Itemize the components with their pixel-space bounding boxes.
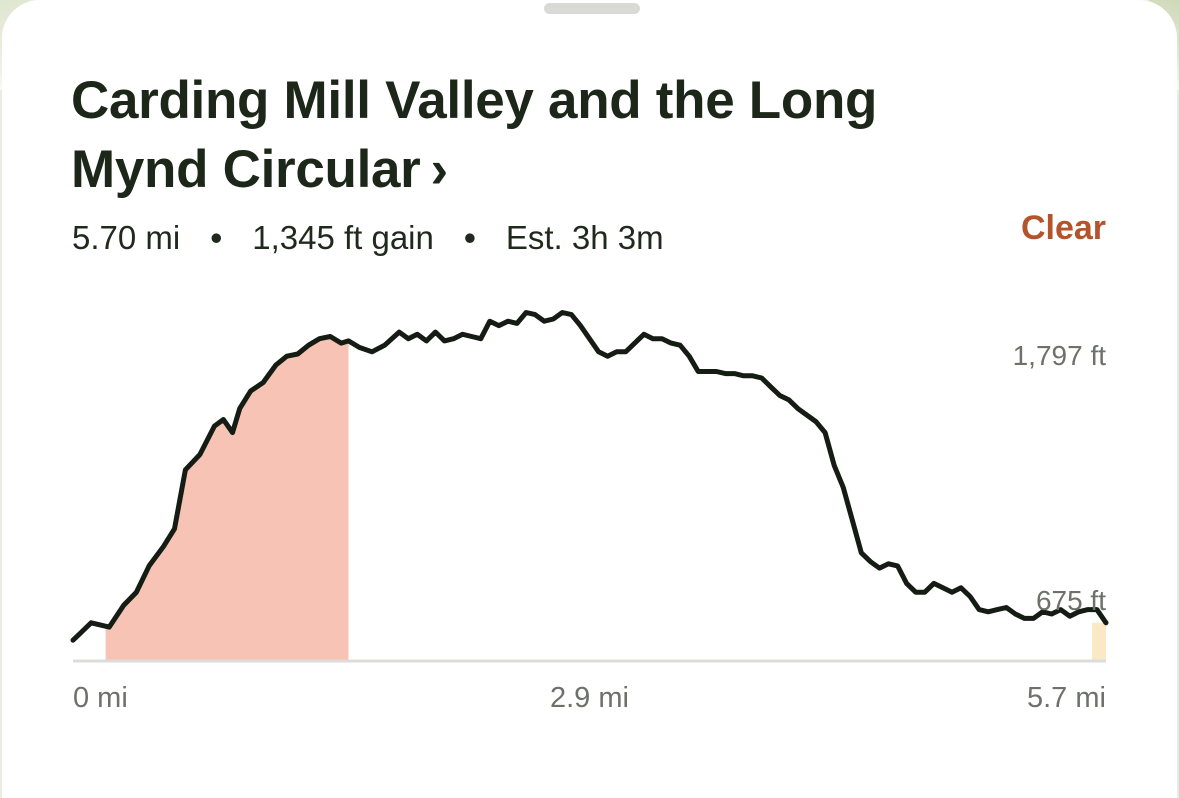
sheet-drag-handle[interactable]	[544, 3, 640, 14]
end-position-marker	[1092, 622, 1106, 661]
chevron-right-icon: ›	[430, 140, 449, 199]
x-tick-label: 0 mi	[73, 682, 128, 714]
clear-button[interactable]: Clear	[1020, 209, 1106, 247]
trail-title-link[interactable]: Carding Mill Valley and the Long Mynd Ci…	[71, 66, 971, 204]
stat-separator: •	[210, 219, 222, 256]
elevation-line	[70, 310, 1109, 643]
stat-separator: •	[464, 219, 476, 256]
trail-stats: 5.70 mi • 1,345 ft gain • Est. 3h 3m	[72, 216, 664, 260]
time-estimate-stat: Est. 3h 3m	[505, 219, 664, 256]
x-tick-label: 2.9 mi	[550, 682, 629, 714]
distance-stat: 5.70 mi	[72, 219, 181, 256]
gain-stat: 1,345 ft gain	[252, 219, 434, 256]
y-tick-label: 675 ft	[1035, 585, 1106, 616]
y-tick-label: 1,797 ft	[1012, 339, 1106, 371]
x-tick-label: 5.7 mi	[1027, 682, 1106, 714]
selected-segment-area	[105, 336, 349, 661]
trail-title-text: Carding Mill Valley and the Long Mynd Ci…	[71, 71, 878, 199]
